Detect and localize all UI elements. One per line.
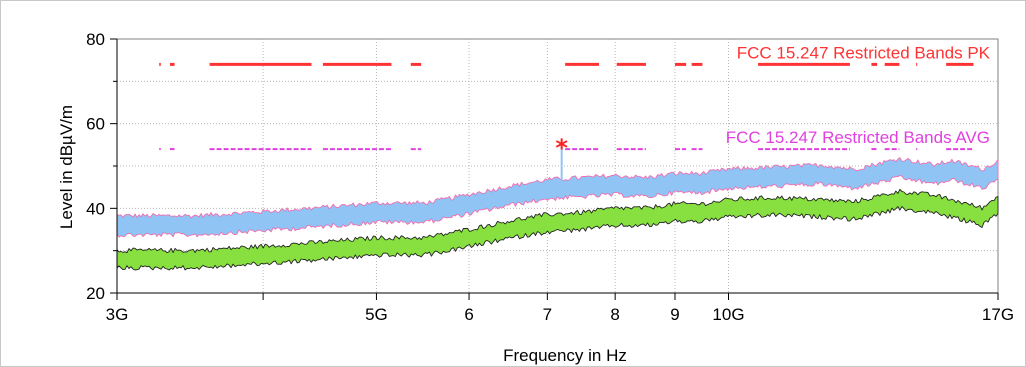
peak-marker: * — [555, 134, 568, 162]
average-trace — [116, 188, 999, 271]
x-tick-label: 7 — [543, 305, 552, 324]
peak-trace — [116, 157, 999, 238]
y-axis-title: Level in dBµV/m — [57, 105, 76, 229]
y-tick-label: 20 — [86, 284, 105, 303]
limit-label-pk: FCC 15.247 Restricted Bands PK — [737, 43, 991, 62]
x-tick-label: 17G — [982, 305, 1014, 324]
limit-lines — [159, 62, 974, 151]
limit-labels: FCC 15.247 Restricted Bands PK FCC 15.247… — [726, 43, 991, 147]
x-tick-label: 10G — [712, 305, 744, 324]
y-tick-label: 80 — [86, 30, 105, 49]
measurement-traces: * — [116, 134, 999, 271]
y-tick-label: 40 — [86, 199, 105, 218]
x-tick-label: 9 — [670, 305, 679, 324]
x-tick-label: 8 — [610, 305, 619, 324]
x-tick-label: 6 — [464, 305, 473, 324]
x-tick-label: 5G — [365, 305, 388, 324]
x-axis-title: Frequency in Hz — [503, 346, 627, 365]
axes: 3G 5G 6 7 8 9 10G 17G 20 40 60 80 — [86, 30, 1014, 324]
grid-lines — [117, 39, 998, 293]
y-tick-label: 60 — [86, 115, 105, 134]
x-tick-label: 3G — [106, 305, 129, 324]
limit-label-avg: FCC 15.247 Restricted Bands AVG — [726, 128, 990, 147]
